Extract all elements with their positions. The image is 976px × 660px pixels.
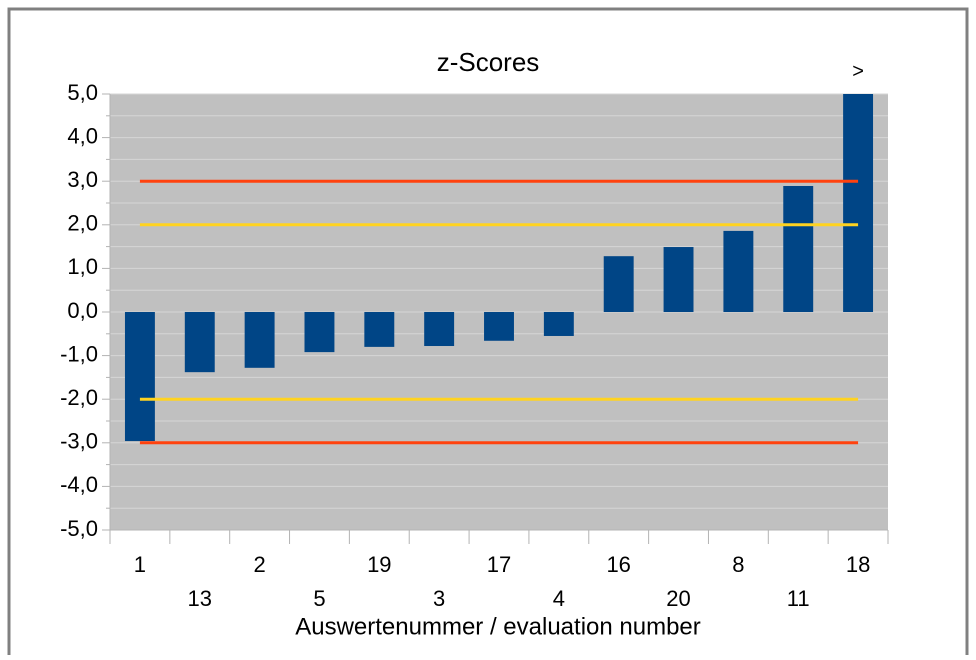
y-tick-label: 3,0: [67, 167, 98, 192]
bar: [663, 247, 694, 312]
x-tick-label: 16: [606, 552, 630, 577]
bar: [364, 312, 395, 347]
x-tick-label: 8: [732, 552, 744, 577]
x-tick-label: 1: [134, 552, 146, 577]
bar: [783, 185, 814, 312]
bar: [603, 256, 634, 312]
bar: [424, 312, 455, 347]
y-tick-label: 1,0: [67, 254, 98, 279]
x-tick-label: 4: [553, 586, 565, 611]
bar: [723, 230, 754, 312]
x-tick-label: 20: [666, 586, 690, 611]
x-tick-label: 18: [846, 552, 870, 577]
bar: [484, 312, 514, 341]
x-tick-label: 5: [313, 586, 325, 611]
y-tick-label: -1,0: [60, 341, 98, 366]
x-axis-label: Auswertenummer / evaluation number: [295, 613, 701, 640]
y-tick-label: 5,0: [67, 80, 98, 105]
chart-title: z-Scores: [437, 47, 540, 77]
y-tick-label: -4,0: [60, 472, 98, 497]
annotation: >: [852, 60, 864, 82]
x-tick-label: 2: [253, 552, 265, 577]
x-tick-label: 3: [433, 586, 445, 611]
bar: [304, 312, 335, 353]
y-tick-label: -2,0: [60, 385, 98, 410]
x-tick-label: 11: [787, 586, 810, 611]
bar: [543, 312, 574, 336]
y-tick-label: 4,0: [67, 123, 98, 148]
y-tick-label: -5,0: [60, 516, 98, 541]
x-tick-label: 19: [367, 552, 391, 577]
bar: [244, 312, 275, 368]
bar: [124, 312, 155, 442]
x-tick-label: 17: [487, 552, 511, 577]
bar: [843, 94, 874, 312]
x-tick-label: 13: [188, 586, 212, 611]
y-tick-label: 0,0: [67, 298, 98, 323]
bar: [184, 312, 215, 373]
y-tick-label: -3,0: [60, 429, 98, 454]
y-tick-label: 2,0: [67, 211, 98, 236]
